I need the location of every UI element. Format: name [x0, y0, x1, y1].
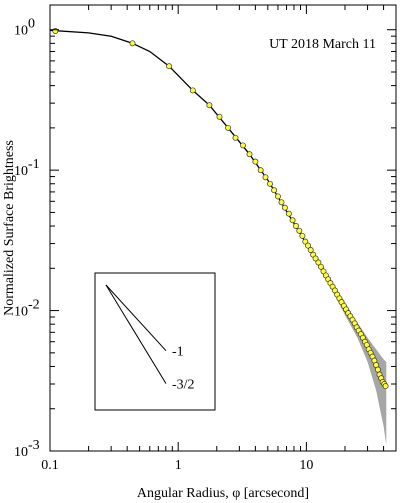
data-point	[275, 193, 281, 200]
slope-inset: -1 -3/2	[94, 272, 216, 411]
data-point	[206, 102, 213, 109]
slope-line-minus-1	[105, 284, 167, 352]
data-point	[289, 217, 296, 224]
x-tick-label: 0.1	[41, 458, 59, 473]
data-point	[307, 247, 314, 253]
data-point	[240, 142, 246, 149]
data-points-layer	[52, 28, 389, 390]
y-tick-label: 10	[14, 164, 28, 179]
data-point	[232, 134, 239, 141]
x-tick-label: 10	[299, 458, 313, 473]
data-point	[246, 151, 253, 158]
data-point	[302, 238, 309, 245]
data-point	[52, 28, 59, 34]
data-point	[252, 158, 259, 165]
data-point	[216, 113, 223, 120]
chart-annotation: UT 2018 March 11	[269, 37, 376, 52]
slope-line-minus-3-2	[105, 284, 167, 384]
data-point	[312, 255, 319, 262]
data-point	[299, 232, 306, 239]
y-tick-exponent: 0	[28, 17, 35, 32]
x-tick-label: 1	[175, 458, 182, 473]
data-point	[318, 263, 324, 270]
data-point	[285, 210, 292, 217]
inset-frame	[94, 272, 216, 411]
data-point	[281, 204, 288, 211]
data-point	[129, 40, 136, 47]
data-point	[305, 242, 311, 249]
uncertainty-band	[306, 240, 387, 446]
y-tick-label: 10	[14, 305, 28, 320]
data-point	[278, 199, 285, 206]
slope-label-minus-1: -1	[172, 345, 184, 360]
data-point	[257, 167, 264, 174]
data-point	[271, 187, 278, 194]
data-point	[262, 174, 269, 181]
data-point	[189, 87, 196, 94]
x-axis-title: Angular Radius, φ [arcsecond]	[137, 486, 309, 501]
data-point	[166, 63, 173, 70]
slope-label-minus-3-2: -3/2	[172, 378, 195, 393]
data-point	[374, 366, 381, 373]
y-tick-exponent: -1	[28, 157, 40, 172]
y-tick-label: 10	[14, 445, 28, 460]
data-point	[267, 180, 273, 187]
plot-frame	[49, 4, 397, 452]
y-axis-title: Normalized Surface Brightness	[2, 140, 17, 316]
y-tick-label: 10	[14, 24, 28, 39]
data-point	[382, 383, 389, 390]
data-point	[225, 124, 232, 131]
data-point	[296, 227, 303, 234]
y-tick-exponent: -3	[28, 438, 40, 453]
uncertainty-band-layer	[306, 240, 387, 446]
data-point	[293, 223, 299, 229]
data-point	[315, 259, 322, 266]
y-tick-exponent: -2	[28, 298, 40, 313]
